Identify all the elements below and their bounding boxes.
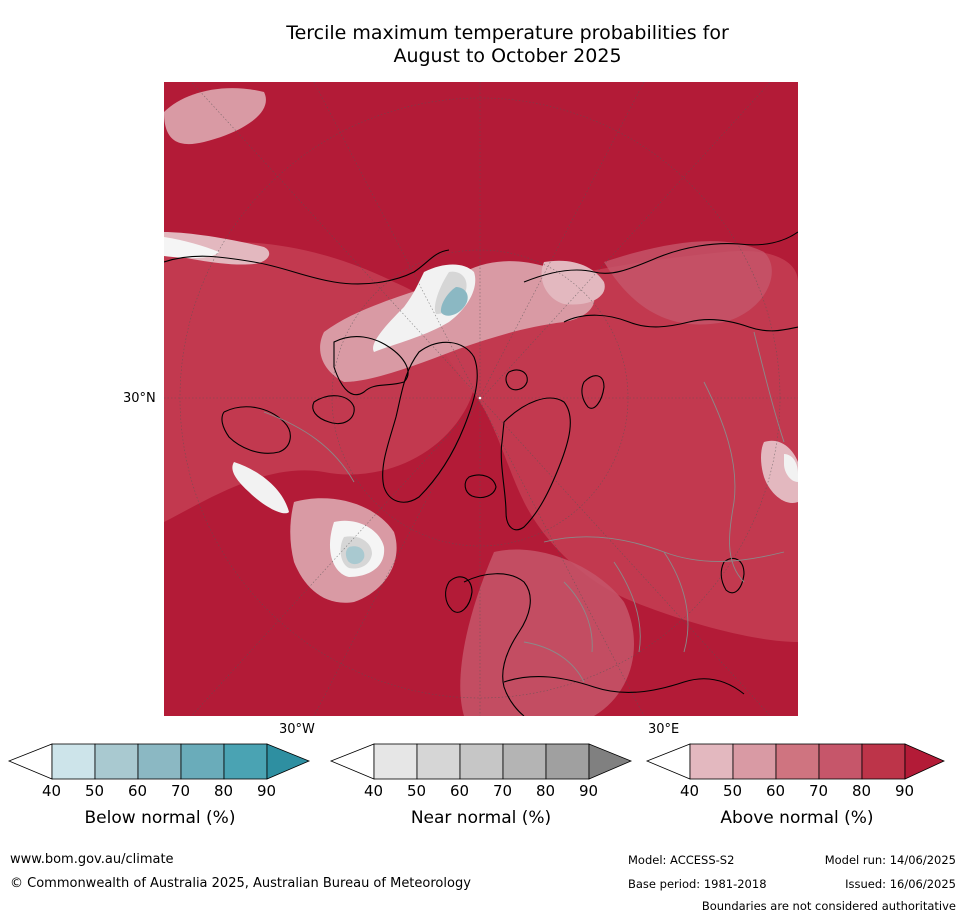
colorbar-arrow-high — [588, 743, 633, 780]
colorbar-tick: 80 — [214, 782, 234, 800]
colorbar-tick: 90 — [579, 782, 599, 800]
boundary-line — [663, 551, 689, 653]
blue-patch-atlantic — [345, 546, 365, 565]
footer-base-period: Base period: 1981-2018 — [628, 877, 767, 891]
colorbar-tick: 80 — [852, 782, 872, 800]
white-streak-greenland — [232, 462, 289, 514]
colorbar-near-normal — [329, 743, 633, 780]
coastline-north-america — [164, 249, 450, 285]
footer-url[interactable]: www.bom.gov.au/climate — [10, 852, 174, 867]
colorbar-above-normal — [645, 743, 947, 780]
colorbar-arrow-high — [904, 743, 945, 780]
colorbar-title-near: Near normal (%) — [410, 808, 552, 828]
colorbar-swatch — [818, 743, 863, 780]
light-band-arctic — [320, 261, 595, 382]
land-shade-eurasia — [424, 251, 798, 642]
coastline-mediterranean — [503, 676, 745, 695]
white-patch-east — [784, 454, 798, 482]
colorbar-swatch — [223, 743, 268, 780]
white-patch-west — [164, 237, 219, 259]
colorbar-swatch — [416, 743, 461, 780]
coastline-caspian — [720, 557, 745, 594]
chart-title: Tercile maximum temperature probabilitie… — [0, 22, 965, 68]
boundary-line — [263, 411, 355, 483]
coastline-scandinavia — [500, 397, 571, 531]
colorbar-swatch — [94, 743, 139, 780]
footer-disclaimer: Boundaries are not considered authoritat… — [701, 899, 956, 913]
map-canvas — [164, 82, 798, 716]
colorbar-tick: 70 — [809, 782, 829, 800]
graticule — [164, 82, 798, 716]
colorbar-swatch — [861, 743, 906, 780]
boundary-line — [563, 581, 593, 653]
boundary-line — [753, 331, 785, 443]
colorbar-swatch — [689, 743, 734, 780]
coastline-britain — [445, 576, 473, 613]
colorbar-tick: 50 — [407, 782, 427, 800]
coastline-canada-islands — [312, 395, 355, 425]
coastline-greenland — [382, 341, 478, 503]
colorbar-swatch — [137, 743, 182, 780]
colorbar-swatch — [51, 743, 96, 780]
lon-label-30e: 30°E — [648, 722, 680, 737]
boundary-line — [523, 641, 585, 683]
coastline-iceland — [464, 474, 497, 499]
colorbar-tick: 90 — [895, 782, 915, 800]
colorbar-swatch — [459, 743, 504, 780]
colorbar-tick: 40 — [42, 782, 62, 800]
colorbar-arrow-high — [266, 743, 311, 780]
blue-patch-arctic — [440, 287, 468, 316]
colorbar-swatch — [180, 743, 225, 780]
coastline-europe — [463, 573, 531, 716]
colorbar-below-normal — [7, 743, 311, 780]
colorbar-arrow-low — [329, 743, 375, 780]
title-line-2: August to October 2025 — [393, 45, 622, 67]
colorbar-swatch — [732, 743, 777, 780]
land-shade-europe — [460, 549, 634, 716]
meridian-line — [313, 82, 645, 716]
coastline-hudson-west — [221, 406, 291, 454]
coastline-eurasia-arctic — [523, 231, 798, 283]
lat-label-30n: 30°N — [123, 391, 156, 406]
colorbar-swatch — [502, 743, 547, 780]
colorbar-arrow-low — [645, 743, 691, 780]
colorbar-swatch — [775, 743, 820, 780]
title-line-1: Tercile maximum temperature probabilitie… — [286, 22, 729, 44]
colorbar-title-below: Below normal (%) — [84, 808, 236, 828]
footer-model-run: Model run: 14/06/2025 — [824, 853, 956, 867]
coastline-novaya-zemlya — [581, 375, 605, 409]
colorbar-tick: 60 — [766, 782, 786, 800]
polar-map — [164, 82, 798, 716]
coastline-siberia — [563, 314, 798, 332]
meridian-line — [191, 82, 771, 716]
colorbar-tick: 70 — [493, 782, 513, 800]
colorbar-swatch — [373, 743, 418, 780]
colorbar-tick: 60 — [128, 782, 148, 800]
colorbar-title-above: Above normal (%) — [720, 808, 874, 828]
colorbar-tick: 60 — [450, 782, 470, 800]
boundary-line — [613, 561, 641, 653]
colorbar-tick: 80 — [536, 782, 556, 800]
colorbar-svg — [7, 743, 311, 780]
coastlines — [164, 231, 798, 716]
colorbar-swatch — [545, 743, 590, 780]
colorbar-tick: 50 — [723, 782, 743, 800]
colorbar-svg — [329, 743, 633, 780]
colorbar-tick: 70 — [171, 782, 191, 800]
colorbar-tick: 40 — [364, 782, 384, 800]
country-boundaries — [263, 331, 785, 683]
footer-issued: Issued: 16/06/2025 — [845, 877, 956, 891]
north-pole-marker — [478, 396, 482, 400]
colorbar-svg — [645, 743, 945, 780]
lon-label-30w: 30°W — [279, 722, 315, 737]
footer-model: Model: ACCESS-S2 — [628, 853, 735, 867]
footer-copyright: © Commonwealth of Australia 2025, Austra… — [10, 876, 471, 891]
colorbar-tick: 40 — [680, 782, 700, 800]
colorbar-tick: 50 — [85, 782, 105, 800]
colorbar-tick: 90 — [257, 782, 277, 800]
coastline-svalbard — [505, 369, 528, 391]
boundary-line — [703, 381, 745, 583]
colorbar-arrow-low — [7, 743, 53, 780]
light-patch-nw — [164, 88, 266, 145]
